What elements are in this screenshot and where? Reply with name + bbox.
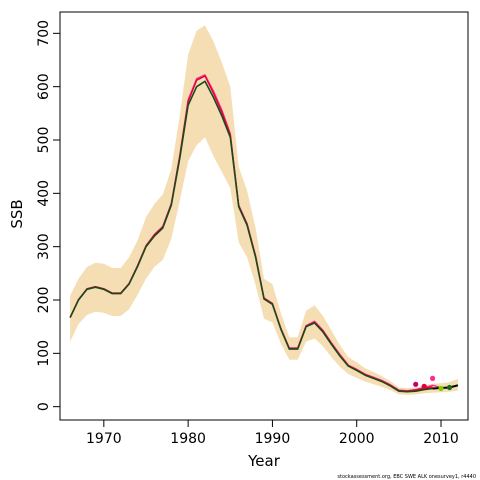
- retro-point-2: [421, 383, 427, 389]
- x-axis: 1970 1980 1990 2000 2010: [86, 419, 459, 447]
- plot-frame: [59, 11, 469, 421]
- y-tick-label: 500: [36, 127, 52, 154]
- x-tick-label: 2000: [339, 431, 375, 447]
- y-tick-label: 400: [36, 180, 52, 207]
- retro-point-5: [446, 384, 453, 391]
- retro-points-layer: [413, 375, 453, 392]
- y-axis: 0 100 200 300 400 500 600 700: [36, 20, 61, 411]
- confidence-band: [70, 25, 458, 395]
- y-tick-label: 0: [36, 402, 52, 411]
- y-tick-label: 600: [36, 73, 52, 100]
- y-tick-label: 700: [36, 20, 52, 47]
- retro-point-1: [413, 381, 419, 387]
- y-axis-title: SSB: [8, 199, 26, 228]
- series-lines-layer: [69, 74, 459, 393]
- y-tick-label: 300: [36, 233, 52, 260]
- x-tick-label: 1980: [170, 431, 206, 447]
- estimate-line: [69, 80, 459, 393]
- final-estimate-segment: [432, 384, 459, 390]
- x-tick-label: 1990: [255, 431, 291, 447]
- x-tick-label: 2010: [423, 431, 459, 447]
- x-axis-title: Year: [247, 452, 281, 470]
- x-tick-label: 1970: [86, 431, 122, 447]
- y-tick-label: 200: [36, 287, 52, 314]
- credit-text: stockassessment.org, EBC SWE ALK onesurv…: [337, 474, 476, 480]
- retro-point-3: [430, 375, 436, 381]
- confidence-band-layer: [70, 25, 458, 395]
- retro-point-4: [438, 385, 444, 392]
- y-tick-label: 100: [36, 340, 52, 367]
